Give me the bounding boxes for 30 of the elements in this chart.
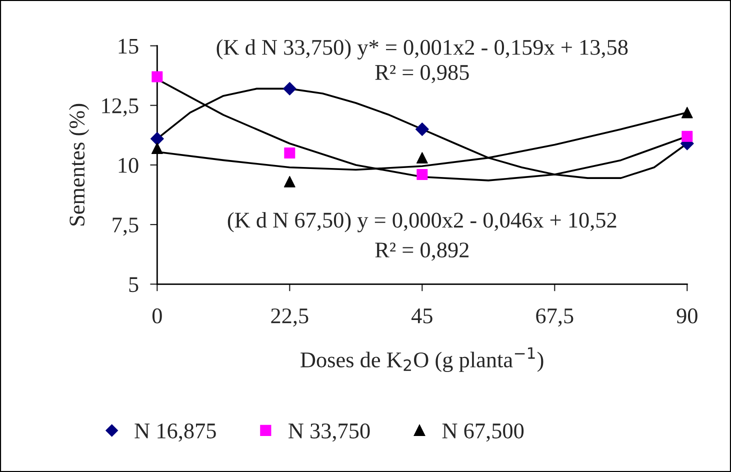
point [416, 169, 428, 180]
legend-label: N 16,875 [134, 423, 216, 442]
point [151, 142, 163, 154]
point [152, 71, 163, 82]
x-axis-title: Doses de K$_{2}$O (g planta$^{−1}$) [300, 347, 544, 372]
annotation: R² = 0,892 [375, 242, 468, 261]
y-axis-title: Sementes (%) [68, 104, 90, 226]
x-tick-label: 67,5 [536, 308, 574, 327]
x-tick-label: 0 [152, 308, 162, 324]
point [416, 152, 428, 164]
point [284, 176, 296, 188]
y-tick-label: 15 [118, 38, 138, 54]
y-tick-label: 7,5 [112, 218, 138, 236]
point [682, 130, 693, 142]
point [681, 106, 693, 118]
annotation: R² = 0,985 [375, 64, 469, 84]
x-tick-label: 22,5 [271, 308, 308, 327]
point [415, 122, 429, 136]
point [282, 82, 296, 96]
x-tick-label: 90 [676, 308, 698, 324]
y-tick-label: 10 [118, 158, 138, 173]
y-tick-label: 5 [129, 277, 138, 292]
legend-label: N 33,750 [288, 423, 370, 442]
annotation: (K d N 33,750) y* = 0,001x2 - 0,159x + 13,58 [216, 39, 628, 60]
legend-label: N 67,500 [442, 423, 524, 442]
point [150, 132, 164, 146]
y-tick-label: 12,5 [102, 98, 138, 116]
point [284, 148, 296, 159]
annotation: (K d N 67,50) y = 0,000x2 - 0,046x + 10,52 [228, 212, 616, 232]
x-tick-label: 45 [411, 308, 432, 324]
